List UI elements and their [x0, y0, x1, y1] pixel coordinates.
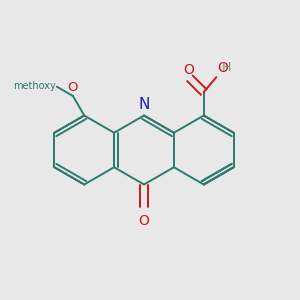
Text: O: O	[183, 62, 194, 76]
Text: O: O	[139, 214, 149, 228]
Text: O: O	[68, 81, 78, 94]
Text: H: H	[222, 61, 231, 74]
Text: methoxy: methoxy	[13, 81, 56, 91]
Text: O: O	[217, 61, 228, 75]
Text: N: N	[138, 97, 150, 112]
